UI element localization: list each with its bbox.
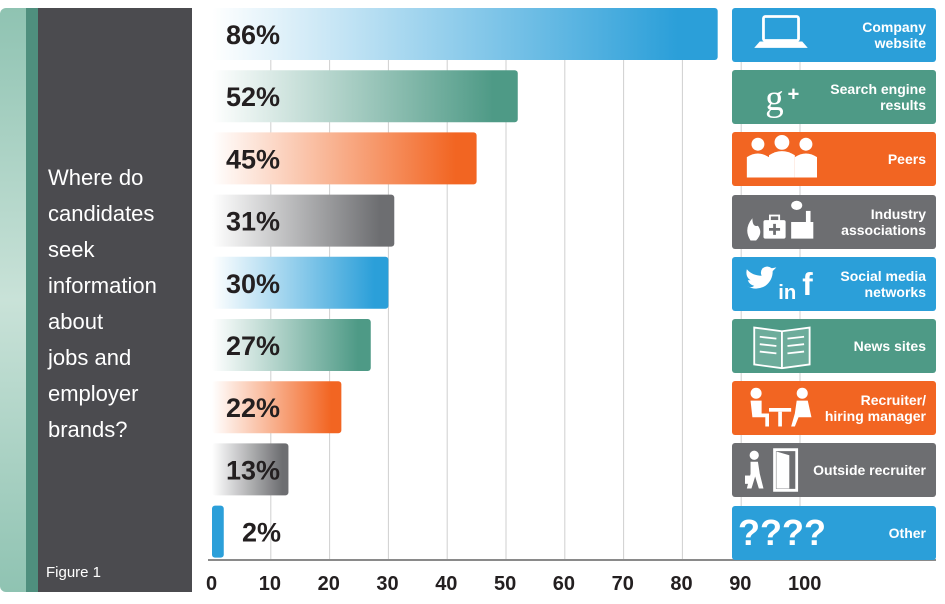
x-tick-label: 70 [612,573,634,595]
x-tick-label: 20 [318,573,340,595]
svg-text:f: f [802,267,813,302]
question-marks-icon: ???? [738,511,826,553]
category-label: Recruiter/ hiring manager [824,392,926,425]
interview-icon [738,384,824,432]
category-tile: Peers [732,132,936,187]
decorative-stripe-dark [26,8,38,592]
bar [212,443,289,496]
bar-value-label: 86% [226,20,280,50]
figure-label: Figure 1 [46,564,102,581]
bar-value-label: 27% [226,331,280,361]
category-label: Social media networks [840,267,926,300]
industry-icon [738,198,824,246]
category-tile: Outside recruiter [732,443,936,498]
category-label: Outside recruiter [813,462,926,479]
category-tile: Recruiter/ hiring manager [732,381,936,436]
left-panel: Where do candidates seek information abo… [0,0,192,604]
bar [212,194,395,247]
x-axis: 0 10 20 30 40 50 60 70 80 90 100 [206,559,936,595]
x-tick-label: 10 [259,573,281,595]
category-tile: g + Search engine results [732,70,936,125]
bar [212,70,518,123]
google-plus-icon: g + [738,73,824,121]
bar-value-label: 22% [226,393,280,423]
category-tile: News sites [732,319,936,373]
x-tick-label: 100 [788,573,821,595]
question-text: Where do candidates seek information abo… [48,165,157,442]
category-label: Other [888,524,926,541]
x-tick-label: 40 [435,573,457,595]
question-panel [38,8,192,592]
category-label: Company website [862,19,926,51]
bar-value-label: 45% [226,144,280,174]
bars [212,8,718,558]
bar-value-label: 31% [226,207,280,237]
bar [212,8,718,60]
svg-text:+: + [787,84,799,106]
category-tile: Industry associations [732,194,936,249]
svg-text:in: in [778,282,796,304]
x-tick-label: 0 [206,573,217,595]
bar-value-label: 13% [226,455,280,485]
bar [212,505,224,558]
svg-text:g: g [765,77,783,118]
bar [212,381,342,434]
x-tick-label: 50 [494,573,516,595]
door-walker-icon [738,446,824,494]
bar [212,319,371,371]
category-label: Search engine results [830,81,926,114]
x-tick-label: 60 [553,573,575,595]
decorative-stripe [0,8,26,592]
bar-value-label: 52% [226,82,280,112]
category-label: Industry associations [841,205,926,238]
newspaper-icon [738,322,824,370]
laptop-icon [738,11,824,59]
bar [212,132,477,185]
x-tick-label: 30 [376,573,398,595]
bar-value-label: 2% [242,518,281,548]
social-icons: in f [738,260,824,308]
people-icon [738,135,824,183]
data-labels: 86% 52% 45% 31% 30% 27% 22% 13% 2% [226,20,281,548]
category-tile: in f Social media networks [732,256,936,311]
x-tick-label: 90 [729,573,751,595]
category-label: News sites [853,338,926,354]
bar [212,256,389,309]
x-tick-label: 80 [670,573,692,595]
category-tile: ???? Other [732,505,936,560]
category-label: Peers [887,151,926,168]
bar-value-label: 30% [226,269,280,299]
category-tile: Company website [732,8,936,62]
